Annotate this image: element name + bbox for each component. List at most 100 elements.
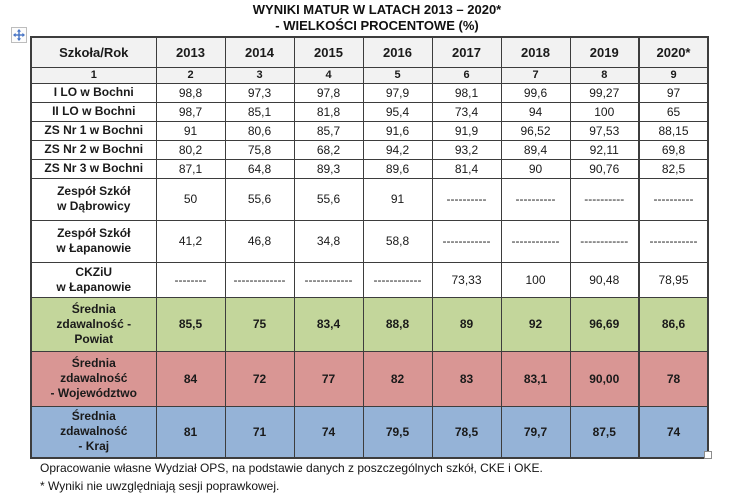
value-cell: 74: [638, 405, 709, 459]
header-cell-year: 2017: [431, 36, 502, 68]
value-cell: 73,33: [431, 261, 502, 298]
value-cell: ------------: [362, 261, 433, 298]
value-cell: 94,2: [362, 139, 433, 160]
column-number-cell: 8: [569, 66, 640, 84]
row-name-cell: I LO w Bochni: [30, 82, 157, 103]
table-row: Średnia zdawalność - Kraj 81 71 74 79,5 78,5 7…: [30, 405, 709, 459]
footer-source-note: Opracowanie własne Wydział OPS, na podst…: [40, 461, 543, 475]
value-cell: 97: [638, 82, 709, 103]
footer-asterisk-note: * Wyniki nie uwzględniają sesji poprawko…: [40, 479, 280, 493]
value-cell: 89: [431, 296, 502, 352]
table-row: I LO w Bochni 98,8 97,3 97,8 97,9 98,1 99,6 99,…: [30, 82, 709, 103]
header-cell-school-rok: Szkoła/Rok: [30, 36, 157, 68]
table-row: CKZiU w Łapanowie -------- ------------- --…: [30, 261, 709, 298]
value-cell: 84: [155, 350, 226, 407]
row-name-cell: Średnia zdawalność - Kraj: [30, 405, 157, 459]
value-cell: 58,8: [362, 219, 433, 263]
value-cell: 89,3: [293, 158, 364, 179]
value-cell: 75: [224, 296, 295, 352]
value-cell: 93,2: [431, 139, 502, 160]
value-cell: 78,95: [638, 261, 709, 298]
value-cell: 92,11: [569, 139, 640, 160]
value-cell: 78,5: [431, 405, 502, 459]
value-cell: 91,9: [431, 120, 502, 141]
table-row: Średnia zdawalność - Powiat 85,5 75 83,4 88,…: [30, 296, 709, 352]
value-cell: 83,4: [293, 296, 364, 352]
value-cell: ------------: [638, 219, 709, 263]
row-name-cell: CKZiU w Łapanowie: [30, 261, 157, 298]
value-cell: 71: [224, 405, 295, 459]
value-cell: 55,6: [293, 177, 364, 221]
value-cell: 50: [155, 177, 226, 221]
value-cell: 74: [293, 405, 364, 459]
row-name-cell: Zespół Szkół w Dąbrowicy: [30, 177, 157, 221]
value-cell: 97,3: [224, 82, 295, 103]
table-row: ZS Nr 2 w Bochni 80,2 75,8 68,2 94,2 93,2 89,4…: [30, 139, 709, 160]
value-cell: 82: [362, 350, 433, 407]
header-cell-year: 2013: [155, 36, 226, 68]
value-cell: 81: [155, 405, 226, 459]
value-cell: 85,5: [155, 296, 226, 352]
title-line-2: - WIELKOŚCI PROCENTOWE (%): [275, 18, 479, 33]
table-resize-handle[interactable]: [704, 451, 712, 459]
results-table-body: Szkoła/Rok 2013 2014 2015 2016 2017 2018 2019 20…: [30, 36, 709, 459]
column-number-cell: 7: [500, 66, 571, 84]
value-cell: ----------: [569, 177, 640, 221]
value-cell: 78: [638, 350, 709, 407]
footer-notes: Opracowanie własne Wydział OPS, na podst…: [40, 459, 543, 495]
header-cell-year: 2018: [500, 36, 571, 68]
value-cell: 77: [293, 350, 364, 407]
title-line-1: WYNIKI MATUR W LATACH 2013 – 2020*: [252, 2, 502, 17]
value-cell: 65: [638, 101, 709, 122]
value-cell: 98,1: [431, 82, 502, 103]
value-cell: 83: [431, 350, 502, 407]
value-cell: 80,2: [155, 139, 226, 160]
column-number-cell: 2: [155, 66, 226, 84]
value-cell: 98,7: [155, 101, 226, 122]
value-cell: 89,6: [362, 158, 433, 179]
value-cell: 96,52: [500, 120, 571, 141]
value-cell: ------------: [500, 219, 571, 263]
table-row: Zespół Szkół w Dąbrowicy 50 55,6 55,6 91 ----…: [30, 177, 709, 221]
value-cell: 85,7: [293, 120, 364, 141]
value-cell: 99,27: [569, 82, 640, 103]
header-cell-year: 2019: [569, 36, 640, 68]
value-cell: 89,4: [500, 139, 571, 160]
value-cell: 41,2: [155, 219, 226, 263]
value-cell: 81,4: [431, 158, 502, 179]
value-cell: 94: [500, 101, 571, 122]
table-move-handle[interactable]: [11, 27, 27, 43]
value-cell: ------------: [569, 219, 640, 263]
value-cell: 85,1: [224, 101, 295, 122]
row-name-cell: Zespół Szkół w Łapanowie: [30, 219, 157, 263]
value-cell: 69,8: [638, 139, 709, 160]
column-number-cell: 6: [431, 66, 502, 84]
column-number-cell: 4: [293, 66, 364, 84]
matura-results-table: Szkoła/Rok 2013 2014 2015 2016 2017 2018 2019 20…: [30, 36, 709, 459]
value-cell: 91: [362, 177, 433, 221]
header-cell-year: 2020*: [638, 36, 709, 68]
value-cell: 75,8: [224, 139, 295, 160]
value-cell: 90,00: [569, 350, 640, 407]
value-cell: 86,6: [638, 296, 709, 352]
column-number-cell: 5: [362, 66, 433, 84]
value-cell: 81,8: [293, 101, 364, 122]
document-title: WYNIKI MATUR W LATACH 2013 – 2020* - WIE…: [0, 2, 754, 34]
table-row: ZS Nr 3 w Bochni 87,1 64,8 89,3 89,6 81,4 90 90…: [30, 158, 709, 179]
value-cell: 80,6: [224, 120, 295, 141]
value-cell: 99,6: [500, 82, 571, 103]
value-cell: 97,9: [362, 82, 433, 103]
column-number-cell: 3: [224, 66, 295, 84]
value-cell: 79,5: [362, 405, 433, 459]
row-name-cell: ZS Nr 2 w Bochni: [30, 139, 157, 160]
value-cell: 90,48: [569, 261, 640, 298]
value-cell: 97,53: [569, 120, 640, 141]
row-name-cell: ZS Nr 3 w Bochni: [30, 158, 157, 179]
value-cell: 98,8: [155, 82, 226, 103]
value-cell: 87,1: [155, 158, 226, 179]
value-cell: 90,76: [569, 158, 640, 179]
value-cell: 73,4: [431, 101, 502, 122]
value-cell: ----------: [431, 177, 502, 221]
value-cell: 92: [500, 296, 571, 352]
